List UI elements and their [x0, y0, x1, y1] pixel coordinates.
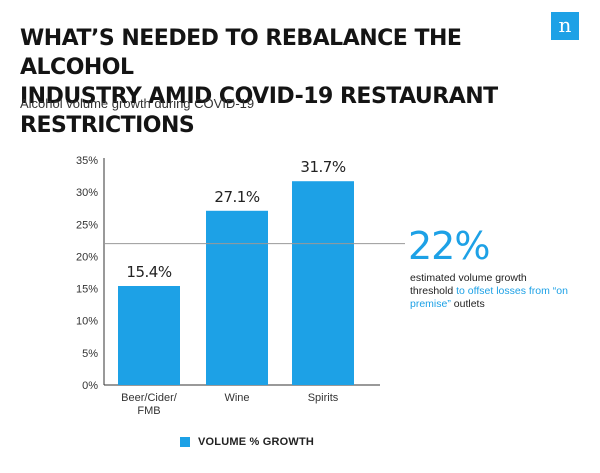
bar-data-label: 15.4% [126, 263, 171, 281]
title-line-2: INDUSTRY AMID COVID-19 RESTAURANT RESTRI… [20, 84, 498, 138]
threshold-text-highlight: to offset losses from “on premise” [410, 285, 568, 310]
chart-title: WHAT’S NEEDED TO REBALANCE THE ALCOHOL I… [20, 24, 540, 140]
threshold-text-before: estimated volume growth threshold [410, 272, 527, 297]
legend-swatch [180, 437, 190, 447]
x-category-label: Beer/Cider/ [121, 392, 178, 404]
y-tick-label: 5% [82, 348, 98, 360]
bar [206, 210, 268, 385]
x-category-label: FMB [137, 405, 160, 417]
y-tick-label: 10% [76, 316, 98, 328]
y-tick-label: 20% [76, 251, 98, 263]
x-category-label: Spirits [308, 392, 339, 404]
legend: VOLUME % GROWTH [180, 436, 314, 448]
y-tick-label: 35% [76, 155, 98, 167]
x-category-label: Wine [224, 392, 249, 404]
legend-label: VOLUME % GROWTH [198, 436, 315, 448]
bar-data-label: 31.7% [300, 158, 345, 176]
bar-data-label: 27.1% [214, 188, 259, 206]
chart-subtitle: Alcohol volume growth during COVID-19 [20, 96, 255, 111]
y-tick-label: 0% [82, 380, 98, 392]
y-tick-label: 30% [76, 187, 98, 199]
bar [292, 181, 354, 385]
title-line-1: WHAT’S NEEDED TO REBALANCE THE ALCOHOL [20, 26, 462, 80]
threshold-value: 22% [408, 224, 490, 268]
brand-logo: n [551, 12, 579, 40]
bar [118, 286, 180, 385]
y-tick-label: 15% [76, 284, 98, 296]
threshold-description: estimated volume growth threshold to off… [410, 272, 570, 311]
y-tick-label: 25% [76, 219, 98, 231]
threshold-text-after: outlets [450, 298, 485, 310]
